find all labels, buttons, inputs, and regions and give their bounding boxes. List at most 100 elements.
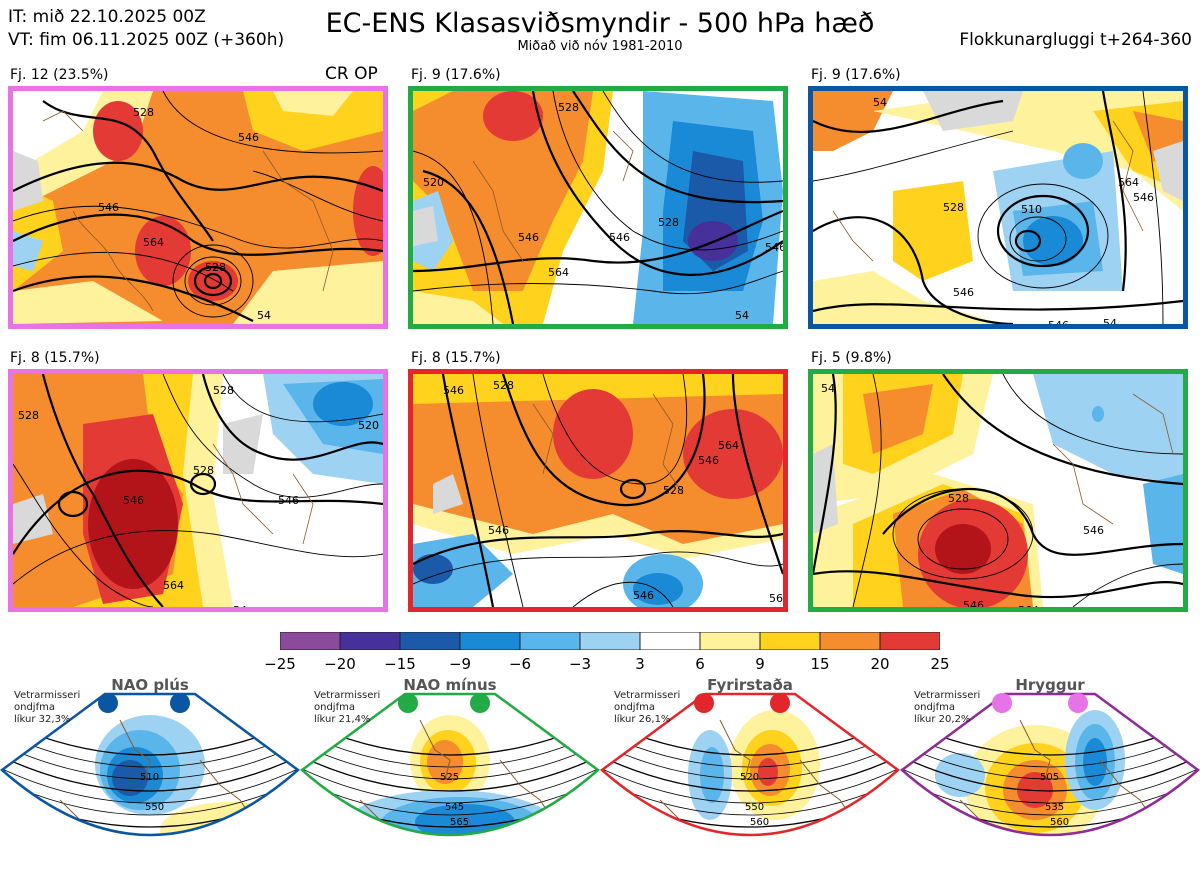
panel-label-3: Fj. 9 (17.6%) [811,67,901,83]
regime-map: 525 545 565 [300,690,600,871]
height-contour [302,743,598,780]
regime-note-line: líkur 20,2% [914,714,971,725]
regime-marker-dot [770,693,790,713]
colorbar-tick-label: −3 [568,655,592,673]
contour-label: 525 [440,772,459,783]
colorbar-swatch [579,632,641,650]
height-contour [2,755,298,792]
panel-label-6: Fj. 5 (9.8%) [811,350,892,366]
contour-label: 546 [123,494,144,507]
regime-marker-dot [170,693,190,713]
colorbar-tick-label: 15 [810,655,830,673]
height-contour [2,779,298,816]
contour-label: 520 [423,176,444,189]
contour-label: 528 [493,379,514,392]
colorbar-swatch [280,632,341,650]
regime-marker-dot [98,693,118,713]
contour-label: 54 [735,309,749,322]
classification-window: Flokkunargluggi t+264-360 [959,30,1192,50]
panel-label-1: Fj. 12 (23.5%) [10,67,109,83]
panel-label-4: Fj. 8 (15.7%) [10,350,100,366]
height-contour [602,755,898,792]
colorbar-tick-label: 6 [695,655,705,673]
colorbar-swatch [519,632,581,650]
regime-border [600,692,900,837]
colorbar-swatch [699,632,761,650]
contour-label: 54 [873,96,887,109]
run-info: IT: mið 22.10.2025 00Z VT: fim 06.11.202… [8,6,284,52]
regime-note-line: líkur 32,3% [14,714,71,725]
contour-label: 528 [193,464,214,477]
contour-label: 550 [145,802,164,813]
colorbar-swatch [819,632,881,650]
contour-label: 546 [98,201,119,214]
regime-title: Fyrirstaða [707,676,793,694]
regime-note-line: Vetrarmisseri [914,690,981,701]
contour-label: 528 [213,384,234,397]
contour-label: 54 [233,604,247,607]
contour-label: 546 [765,241,783,254]
colorbar [280,632,940,650]
anomaly-shading [758,758,778,786]
contour-label: 546 [633,589,654,602]
contour-label: 56 [769,592,783,605]
climatology-subtitle: Miðað við nóv 1981-2010 [517,39,683,54]
contour-label: 560 [750,817,769,828]
cluster-map-3: 54 528 510 546 564 546 546 54 [808,86,1188,329]
height-contour [302,731,598,768]
regime-probability-note: Vetrarmisseri ondjfma líkur 32,3% [14,690,80,726]
panel-label-5: Fj. 8 (15.7%) [411,350,501,366]
height-contour [602,743,898,780]
contour-label: 564 [1118,176,1139,189]
contour-label: 528 [205,261,226,274]
contour-label: 546 [1133,191,1154,204]
contour-label: 54 [257,309,271,322]
regime-note-line: Vetrarmisseri [314,690,381,701]
regime-marker-dot [694,693,714,713]
regime-title: Hryggur [1015,676,1085,694]
anomaly-shading [1083,738,1107,786]
contour-label: 546 [278,494,299,507]
contour-label: 546 [609,231,630,244]
regime-note-line: ondjfma [614,702,655,713]
contour-label: 546 [698,454,719,467]
contour-label: 528 [658,216,679,229]
regime-border [0,692,300,837]
height-contour [902,755,1198,792]
anomaly-shading [160,802,298,835]
colorbar-swatch [339,632,401,650]
colorbar-tick-label: 25 [930,655,950,673]
regime-border [300,692,600,837]
regime-map: 510 550 [0,690,300,871]
colorbar-tick-label: −6 [508,655,532,673]
colorbar-tick-label: −20 [324,655,356,673]
contour-label: 546 [1048,319,1069,324]
regime-border [900,692,1200,837]
regime-note-line: ondjfma [914,702,955,713]
colorbar-swatch [459,632,521,650]
contour-label: 528 [18,409,39,422]
cluster-map-1: 528 546 564 528 546 54 [8,86,388,329]
height-contour [902,743,1198,780]
regime-marker-dot [1068,693,1088,713]
contour-label: 545 [445,802,464,813]
height-contour [602,779,898,816]
regime-probability-note: Vetrarmisseri ondjfma líkur 20,2% [914,690,980,726]
contour-label: 564 [163,579,184,592]
colorbar-tick-label: 9 [755,655,765,673]
contour-label: 564 [143,236,164,249]
regime-marker-dot [470,693,490,713]
contour-label: 528 [558,101,579,114]
contour-label: 565 [450,817,469,828]
height-contour [302,755,598,792]
height-contour [902,779,1198,816]
regime-note-line: ondjfma [314,702,355,713]
cluster-map-4: 528 528 520 546 528 546 564 54 [8,369,388,612]
contour-label: 546 [1083,524,1104,537]
regime-probability-note: Vetrarmisseri ondjfma líkur 21,4% [314,690,380,726]
contour-label: 564 [718,439,739,452]
regime-probability-note: Vetrarmisseri ondjfma líkur 26,1% [614,690,680,726]
contour-label: 535 [1045,802,1064,813]
regime-title: NAO mínus [403,676,497,694]
colorbar-swatch [879,632,940,650]
